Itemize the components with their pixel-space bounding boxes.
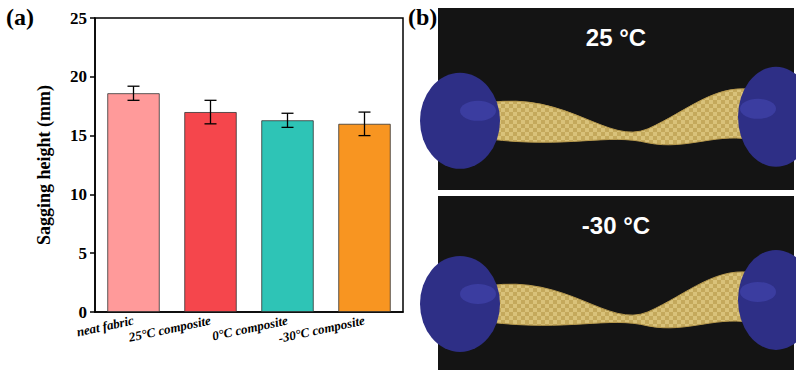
svg-text:25°C composite: 25°C composite — [126, 313, 212, 345]
svg-text:10: 10 — [70, 185, 87, 204]
svg-text:15: 15 — [70, 126, 87, 145]
svg-text:-30 °C: -30 °C — [582, 212, 650, 239]
svg-text:5: 5 — [79, 244, 88, 263]
svg-text:-30°C composite: -30°C composite — [277, 313, 366, 346]
svg-text:Sagging height (mm): Sagging height (mm) — [34, 85, 55, 245]
svg-text:20: 20 — [70, 67, 87, 86]
svg-text:0°C composite: 0°C composite — [211, 313, 290, 344]
html-text:(b): (b) — [408, 4, 438, 30]
svg-text:25: 25 — [70, 9, 87, 28]
html-text:(a): (a) — [6, 4, 34, 30]
svg-text:25 °C: 25 °C — [586, 24, 646, 51]
svg-text:neat fabric: neat fabric — [75, 313, 135, 340]
svg-text:0: 0 — [79, 303, 88, 322]
